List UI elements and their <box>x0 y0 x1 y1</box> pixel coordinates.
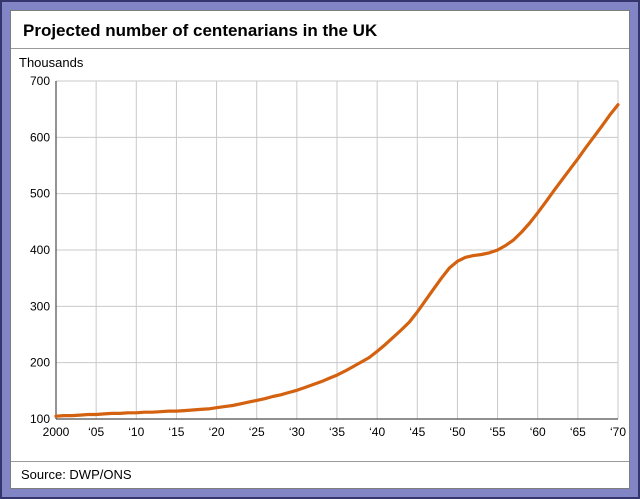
source-caption: Source: DWP/ONS <box>11 461 629 488</box>
y-tick-label: 600 <box>30 130 50 144</box>
x-tick-label: ‘20 <box>209 425 225 439</box>
y-tick-label: 300 <box>30 299 50 313</box>
x-tick-label: ‘15 <box>168 425 184 439</box>
chart-title: Projected number of centenarians in the … <box>23 21 378 40</box>
chart-panel: Projected number of centenarians in the … <box>10 10 630 489</box>
y-tick-label: 200 <box>30 356 50 370</box>
y-tick-label: 400 <box>30 243 50 257</box>
y-tick-label: 100 <box>30 412 50 426</box>
x-tick-label: ‘30 <box>289 425 305 439</box>
y-axis-unit-label: Thousands <box>19 55 84 70</box>
x-tick-label: ‘65 <box>570 425 586 439</box>
x-tick-label: ‘60 <box>530 425 546 439</box>
chart-canvas: 100 200 300 400 500 600 700 2000 ‘05 ‘10 ‘15 ‘20 ‘25… <box>30 74 626 439</box>
series-line <box>54 103 620 418</box>
x-tick-label: ‘35 <box>329 425 345 439</box>
y-tick-label: 700 <box>30 74 50 88</box>
x-tick-label: ‘45 <box>409 425 425 439</box>
x-tick-label: ‘40 <box>369 425 385 439</box>
x-tick-label: 2000 <box>43 425 70 439</box>
x-tick-label: ‘55 <box>490 425 506 439</box>
x-tick-label: ‘50 <box>449 425 465 439</box>
y-tick-label: 500 <box>30 187 50 201</box>
x-tick-label: ‘05 <box>88 425 104 439</box>
x-tick-label: ‘70 <box>610 425 626 439</box>
chart-header: Projected number of centenarians in the … <box>11 11 629 49</box>
chart-area: 100 200 300 400 500 600 700 2000 ‘05 ‘10 ‘15 ‘20 ‘25… <box>11 71 629 461</box>
x-tick-label: ‘10 <box>128 425 144 439</box>
x-tick-label: ‘25 <box>249 425 265 439</box>
